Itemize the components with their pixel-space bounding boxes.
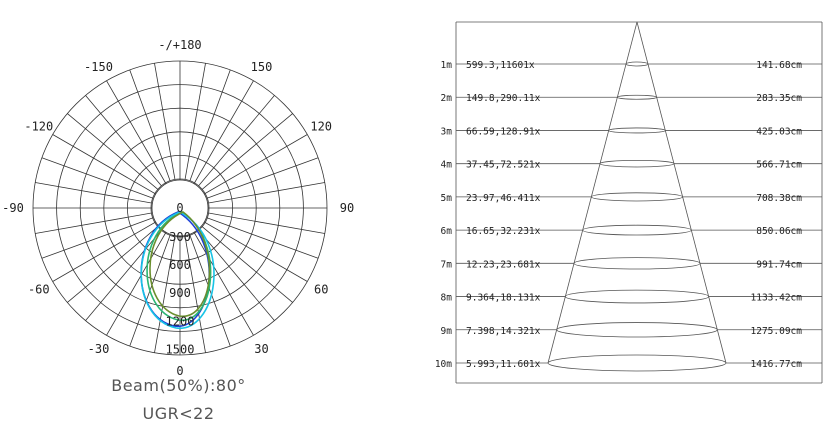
diameter-label: 141.68cm xyxy=(756,60,802,71)
illuminance-label: 23.97,46.411x xyxy=(466,193,541,204)
diameter-label: 425.03cm xyxy=(756,126,802,137)
polar-spoke xyxy=(35,212,152,234)
polar-spoke xyxy=(198,229,275,321)
polar-spoke xyxy=(41,157,153,199)
distance-label: 6m xyxy=(441,226,453,237)
polar-angle-labels: -/+180-150 150-120 120-90 90-60 60-30 300 xyxy=(2,38,354,378)
illuminance-label: 5.993,11.601x xyxy=(466,359,541,370)
polar-spoke xyxy=(154,236,176,353)
polar-spoke xyxy=(129,69,171,181)
angle-label: 90 xyxy=(340,201,354,215)
cone-ellipse xyxy=(573,257,701,270)
polar-spoke xyxy=(189,235,231,347)
diameter-label: 991.74cm xyxy=(756,259,802,270)
illuminance-label: 66.59,128.91x xyxy=(466,126,541,137)
distance-label: 2m xyxy=(441,93,453,104)
distance-label: 1m xyxy=(441,60,453,71)
polar-spoke xyxy=(184,63,206,180)
radial-label: 600 xyxy=(169,258,191,272)
angle-label: -60 xyxy=(28,283,50,297)
angle-label: -120 xyxy=(24,120,53,134)
cone-ellipse xyxy=(564,289,710,304)
cone-frame xyxy=(455,21,823,384)
radial-label: 1200 xyxy=(166,314,195,328)
diameter-label: 850.06cm xyxy=(756,226,802,237)
polar-spoke xyxy=(207,217,319,259)
polar-spoke xyxy=(154,63,176,180)
polar-spoke xyxy=(201,226,293,303)
cone-ellipse xyxy=(625,61,649,67)
distance-label: 9m xyxy=(441,326,453,337)
cone-right-edge xyxy=(636,21,727,364)
diameter-label: 1416.77cm xyxy=(751,359,803,370)
diameter-label: 566.71cm xyxy=(756,160,802,171)
distance-label: 8m xyxy=(441,293,453,304)
intensity-curve xyxy=(149,211,211,317)
polar-spoke xyxy=(201,113,293,190)
polar-spoke xyxy=(67,226,159,303)
illuminance-label: 37.45,72.521x xyxy=(466,160,541,171)
radial-label: 300 xyxy=(169,230,191,244)
distance-label: 3m xyxy=(441,126,453,137)
polar-spoke xyxy=(85,229,162,321)
distance-label: 7m xyxy=(441,259,453,270)
distance-label: 5m xyxy=(441,193,453,204)
intensity-curve xyxy=(140,211,215,329)
cone-left-edge xyxy=(547,21,638,364)
cone-ellipse xyxy=(582,224,692,236)
ugr-caption: UGR<22 xyxy=(142,404,215,423)
angle-label: -/+180 xyxy=(158,38,201,52)
radial-label: 900 xyxy=(169,286,191,300)
angle-label: 150 xyxy=(251,60,273,74)
diameter-label: 283.35cm xyxy=(756,93,802,104)
angle-label: -90 xyxy=(2,201,24,215)
cone-ellipse xyxy=(608,127,666,134)
diameter-label: 708.38cm xyxy=(756,193,802,204)
polar-spoke xyxy=(67,113,159,190)
angle-label: 30 xyxy=(254,342,268,356)
angle-label: -30 xyxy=(88,342,110,356)
polar-spoke xyxy=(184,236,206,353)
cone-ellipse xyxy=(556,322,718,338)
illuminance-label: 599.3,11601x xyxy=(466,60,535,71)
polar-spoke xyxy=(41,217,153,259)
cone-ellipse xyxy=(616,94,657,100)
polar-spoke xyxy=(208,182,325,204)
illuminance-label: 16.65,32.231x xyxy=(466,226,541,237)
polar-intensity-diagram: -/+180-150 150-120 120-90 90-60 60-30 3000300… xyxy=(2,38,354,378)
polar-spoke xyxy=(198,95,275,187)
illuminance-label: 12.23,23.681x xyxy=(466,259,541,270)
polar-radial-labels: 0 300 600 900 1200 1500 xyxy=(166,201,195,356)
illuminance-label: 7.398,14.321x xyxy=(466,326,541,337)
cone-ellipse xyxy=(590,192,683,202)
radial-label: 1500 xyxy=(166,342,195,356)
polar-spoke xyxy=(189,69,231,181)
beam-angle-caption: Beam(50%):80° xyxy=(111,376,246,395)
angle-label: 60 xyxy=(314,283,328,297)
polar-spoke xyxy=(85,95,162,187)
polar-spoke xyxy=(35,182,152,204)
illuminance-cone-diagram: 1m 599.3,11601x 141.68cm 2m 149.8,290.11x 283… xyxy=(435,21,823,384)
polar-spoke xyxy=(208,212,325,234)
cone-ellipse xyxy=(599,159,675,168)
polar-curves xyxy=(140,211,215,329)
cone-labels: 1m 599.3,11601x 141.68cm 2m 149.8,290.11x 283… xyxy=(435,60,802,370)
angle-label: -150 xyxy=(84,60,113,74)
cone-ellipse xyxy=(547,354,727,372)
radial-label: 0 xyxy=(176,201,183,215)
illuminance-label: 149.8,290.11x xyxy=(466,93,541,104)
angle-label: 120 xyxy=(310,120,332,134)
diameter-label: 1133.42cm xyxy=(751,293,803,304)
illuminance-label: 9.364,18.131x xyxy=(466,293,541,304)
diameter-label: 1275.09cm xyxy=(751,326,803,337)
distance-label: 4m xyxy=(441,160,453,171)
polar-spoke xyxy=(207,157,319,199)
angle-label: 0 xyxy=(176,364,183,378)
distance-label: 10m xyxy=(435,359,452,370)
